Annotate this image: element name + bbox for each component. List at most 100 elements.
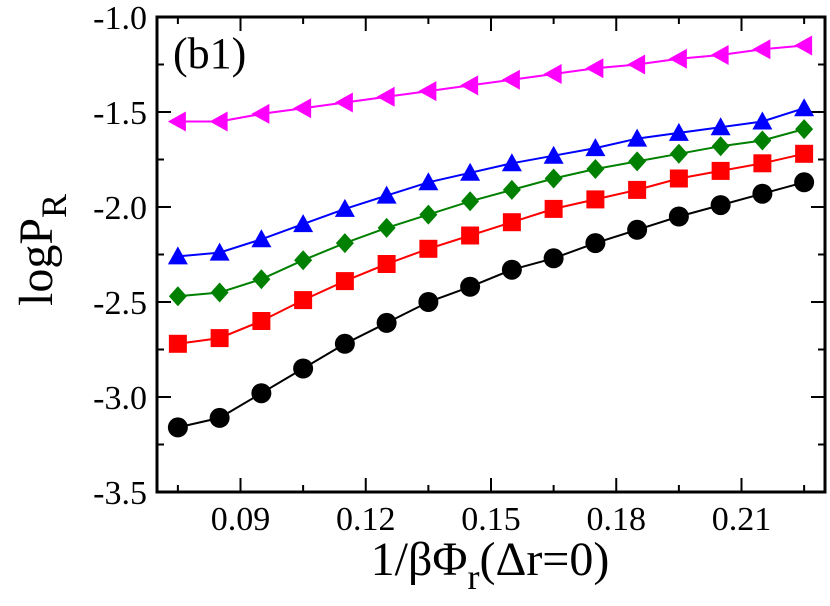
series-layer — [167, 35, 815, 438]
data-point-diamond — [586, 159, 605, 179]
data-point-circle — [418, 292, 439, 312]
data-point-triangle-left — [794, 35, 813, 56]
data-point-square — [502, 213, 521, 232]
data-point-triangle-left — [209, 111, 228, 132]
x-tick-label: 0.12 — [336, 501, 396, 538]
data-point-diamond — [335, 233, 354, 254]
y-axis-title-sub: R — [34, 194, 74, 218]
data-point-circle — [501, 259, 522, 280]
y-axis-title-main: logP — [10, 218, 63, 306]
data-point-circle — [710, 195, 731, 216]
x-tick-label: 0.09 — [211, 501, 271, 538]
data-point-square — [586, 190, 605, 209]
data-point-circle — [585, 233, 606, 254]
data-point-diamond — [669, 143, 688, 164]
series-line-square — [177, 152, 805, 345]
data-point-triangle-left — [460, 75, 479, 96]
data-point-triangle-up — [209, 242, 230, 261]
data-point-circle — [752, 183, 773, 204]
data-point-triangle-left — [501, 69, 520, 90]
data-point-square — [544, 199, 563, 218]
tick-label-layer: 0.09 0.12 0.15 0.18 0.21 -3.5 -3.0 -2.5 -2.0 -1.5… — [93, 0, 771, 538]
data-point-triangle-up — [460, 162, 481, 181]
x-tick-label: 0.18 — [587, 501, 647, 538]
x-tick-label: 0.15 — [461, 501, 521, 538]
series-square — [168, 144, 814, 353]
data-point-diamond — [502, 179, 521, 200]
data-point-triangle-left — [376, 86, 395, 107]
data-point-triangle-up — [167, 246, 188, 265]
data-point-diamond — [168, 286, 187, 307]
data-point-square — [377, 255, 396, 273]
data-point-diamond — [252, 269, 271, 290]
series-line-circle — [177, 181, 805, 429]
data-point-diamond — [294, 250, 313, 271]
series-line-diamond — [177, 128, 805, 298]
data-point-diamond — [544, 168, 563, 189]
data-point-square — [669, 169, 688, 188]
data-point-circle — [293, 358, 314, 379]
x-axis-title: 1/βΦr(Δr=0) — [371, 533, 610, 597]
data-point-circle — [543, 248, 564, 269]
data-point-triangle-left — [752, 39, 771, 60]
series-line-triangle-up — [177, 107, 805, 258]
series-triangle-up — [167, 98, 815, 265]
data-point-triangle-left — [710, 45, 729, 65]
data-point-circle — [167, 417, 188, 438]
data-point-square — [753, 154, 772, 173]
data-point-circle — [251, 383, 272, 404]
x-axis-title-tail: (Δr=0) — [479, 533, 609, 586]
data-point-diamond — [377, 217, 396, 238]
data-point-triangle-up — [501, 153, 522, 172]
tick-layer — [157, 16, 825, 493]
data-point-triangle-up — [710, 117, 731, 136]
data-point-circle — [334, 333, 355, 354]
data-point-square — [252, 312, 271, 330]
data-point-triangle-up — [543, 145, 564, 164]
data-point-circle — [460, 276, 481, 297]
y-tick-label: -3.5 — [93, 475, 147, 512]
data-point-square — [461, 226, 480, 245]
data-point-diamond — [210, 282, 229, 303]
y-axis-title: logPR — [10, 194, 74, 306]
data-point-diamond — [753, 130, 772, 151]
data-point-triangle-left — [668, 48, 687, 69]
data-point-triangle-up — [334, 198, 355, 217]
data-point-diamond — [419, 204, 438, 225]
data-point-circle — [209, 407, 230, 428]
data-point-diamond — [795, 119, 814, 140]
data-point-triangle-left — [543, 64, 562, 84]
panel-label: (b1) — [173, 29, 246, 78]
x-axis-title-sub: r — [467, 557, 479, 597]
data-point-diamond — [711, 136, 730, 157]
x-axis-title-main: 1/βΦ — [371, 533, 468, 586]
data-point-triangle-up — [418, 172, 439, 191]
series-triangle-left — [167, 35, 813, 132]
x-tick-label: 0.21 — [712, 501, 772, 538]
data-point-triangle-left — [334, 92, 353, 113]
data-point-triangle-up — [794, 98, 815, 117]
data-point-triangle-left — [167, 111, 186, 132]
data-point-triangle-up — [752, 111, 773, 130]
data-point-circle — [794, 172, 815, 193]
data-point-diamond — [461, 191, 480, 212]
data-point-triangle-left — [627, 54, 646, 75]
data-point-square — [711, 161, 730, 180]
data-point-square — [168, 334, 187, 353]
data-point-triangle-up — [668, 122, 689, 141]
data-point-diamond — [628, 151, 647, 172]
data-point-triangle-left — [585, 58, 604, 79]
data-point-triangle-left — [418, 81, 437, 102]
data-point-square — [294, 291, 313, 310]
plot-frame — [155, 15, 827, 494]
y-tick-label: -1.5 — [93, 95, 147, 132]
data-point-square — [335, 272, 354, 291]
data-point-triangle-up — [376, 185, 397, 204]
data-point-triangle-up — [293, 214, 314, 233]
data-point-square — [795, 144, 814, 163]
series-diamond — [168, 119, 814, 307]
y-tick-label: -3.0 — [93, 380, 147, 417]
y-tick-label: -2.5 — [93, 285, 147, 322]
data-point-circle — [668, 206, 689, 227]
